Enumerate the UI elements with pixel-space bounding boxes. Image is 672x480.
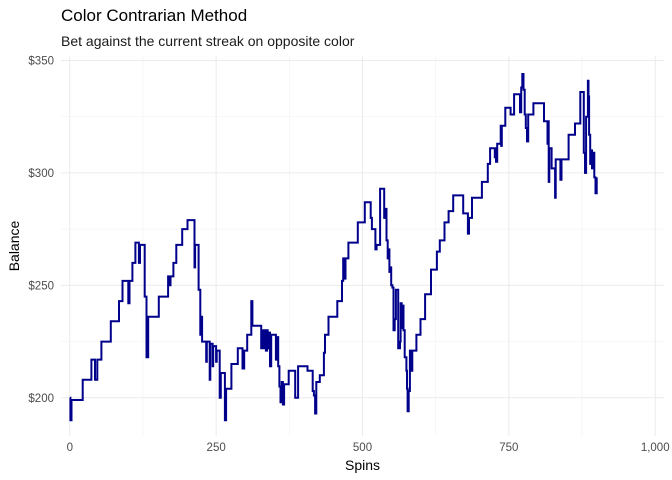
series-layer	[69, 73, 598, 422]
x-tick-label: 500	[353, 442, 372, 454]
y-tick-label: $350	[28, 55, 54, 67]
x-tick-label: 0	[67, 442, 73, 454]
chart-subtitle: Bet against the current streak on opposi…	[61, 33, 355, 49]
x-tick-label: 750	[499, 442, 518, 454]
x-axis-title: Spins	[345, 457, 380, 473]
y-tick-label: $200	[28, 393, 54, 405]
balance-series-line	[69, 73, 598, 422]
x-tick-label: 1,000	[641, 442, 670, 454]
y-tick-label: $250	[28, 280, 54, 292]
x-axis-ticks: 0 250 500 750 1,000	[67, 442, 670, 454]
y-axis-title: Balance	[6, 220, 22, 271]
y-tick-label: $300	[28, 168, 54, 180]
x-tick-label: 250	[207, 442, 226, 454]
chart-title: Color Contrarian Method	[61, 6, 248, 25]
grid-lines	[61, 56, 664, 436]
y-axis-ticks: $200 $250 $300 $350	[28, 55, 54, 404]
